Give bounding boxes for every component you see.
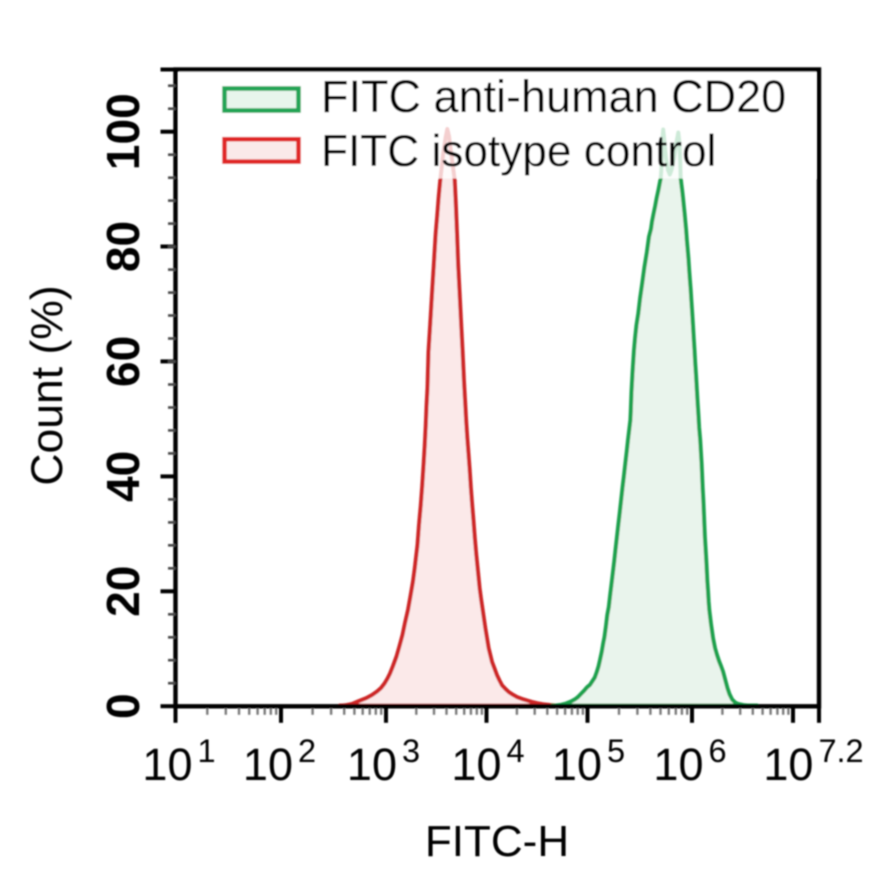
svg-text:101: 10 1 xyxy=(142,733,215,790)
svg-text:FITC anti-human CD20: FITC anti-human CD20 xyxy=(321,71,786,122)
svg-text:104: 10 4 xyxy=(451,733,524,790)
svg-text:103: 10 3 xyxy=(347,733,420,790)
svg-text:100: 100 xyxy=(97,93,149,170)
svg-text:20: 20 xyxy=(97,566,149,617)
svg-text:FITC-H: FITC-H xyxy=(425,817,569,866)
svg-text:FITC isotype control: FITC isotype control xyxy=(321,127,716,176)
svg-text:Count (%): Count (%) xyxy=(23,285,72,485)
svg-text:102: 10 2 xyxy=(243,733,316,790)
svg-text:60: 60 xyxy=(97,336,149,387)
svg-text:0: 0 xyxy=(97,693,149,719)
svg-text:106: 10 6 xyxy=(653,733,726,790)
svg-text:80: 80 xyxy=(97,221,149,272)
svg-text:105: 10 5 xyxy=(552,733,625,790)
svg-text:40: 40 xyxy=(97,451,149,502)
svg-text:107.2: 10 7.2 xyxy=(763,733,863,790)
